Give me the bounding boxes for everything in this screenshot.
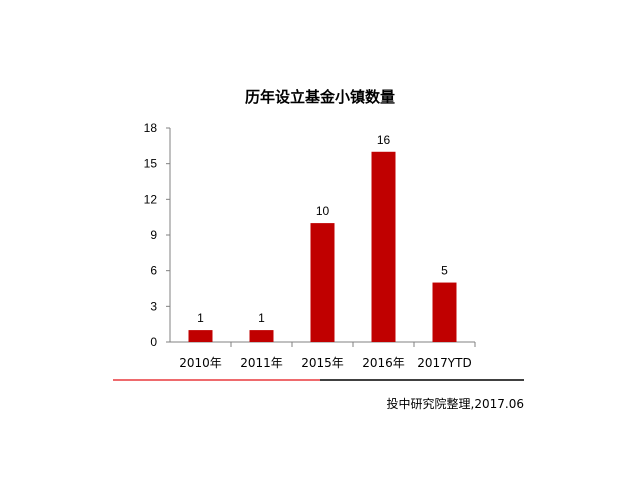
- y-tick-label: 3: [150, 299, 157, 313]
- bar: [188, 330, 213, 342]
- data-label: 10: [316, 204, 330, 218]
- data-label: 5: [441, 264, 448, 278]
- chart-title: 历年设立基金小镇数量: [245, 88, 395, 106]
- y-tick-label: 12: [144, 192, 158, 206]
- data-label: 1: [258, 311, 265, 325]
- x-category-label: 2016年: [362, 356, 405, 370]
- y-tick-label: 18: [144, 121, 158, 135]
- bar: [432, 282, 457, 342]
- data-label: 1: [197, 311, 204, 325]
- y-tick-label: 0: [150, 335, 157, 349]
- x-category-label: 2011年: [240, 356, 283, 370]
- x-category-label: 2017YTD: [417, 356, 471, 370]
- y-tick-label: 9: [150, 228, 157, 242]
- x-category-label: 2015年: [301, 356, 344, 370]
- x-category-label: 2010年: [179, 356, 222, 370]
- source-note: 投中研究院整理,2017.06: [386, 397, 524, 411]
- y-tick-label: 15: [144, 157, 158, 171]
- data-label: 16: [377, 133, 391, 147]
- plot-area: 0 3 6 9 12 15 18 1 2010年 1 2011年 10 2015年 16 2016年 5 201…: [144, 121, 476, 370]
- bar: [310, 223, 335, 342]
- bar: [249, 330, 274, 342]
- y-tick-label: 6: [150, 264, 157, 278]
- bar: [371, 151, 396, 342]
